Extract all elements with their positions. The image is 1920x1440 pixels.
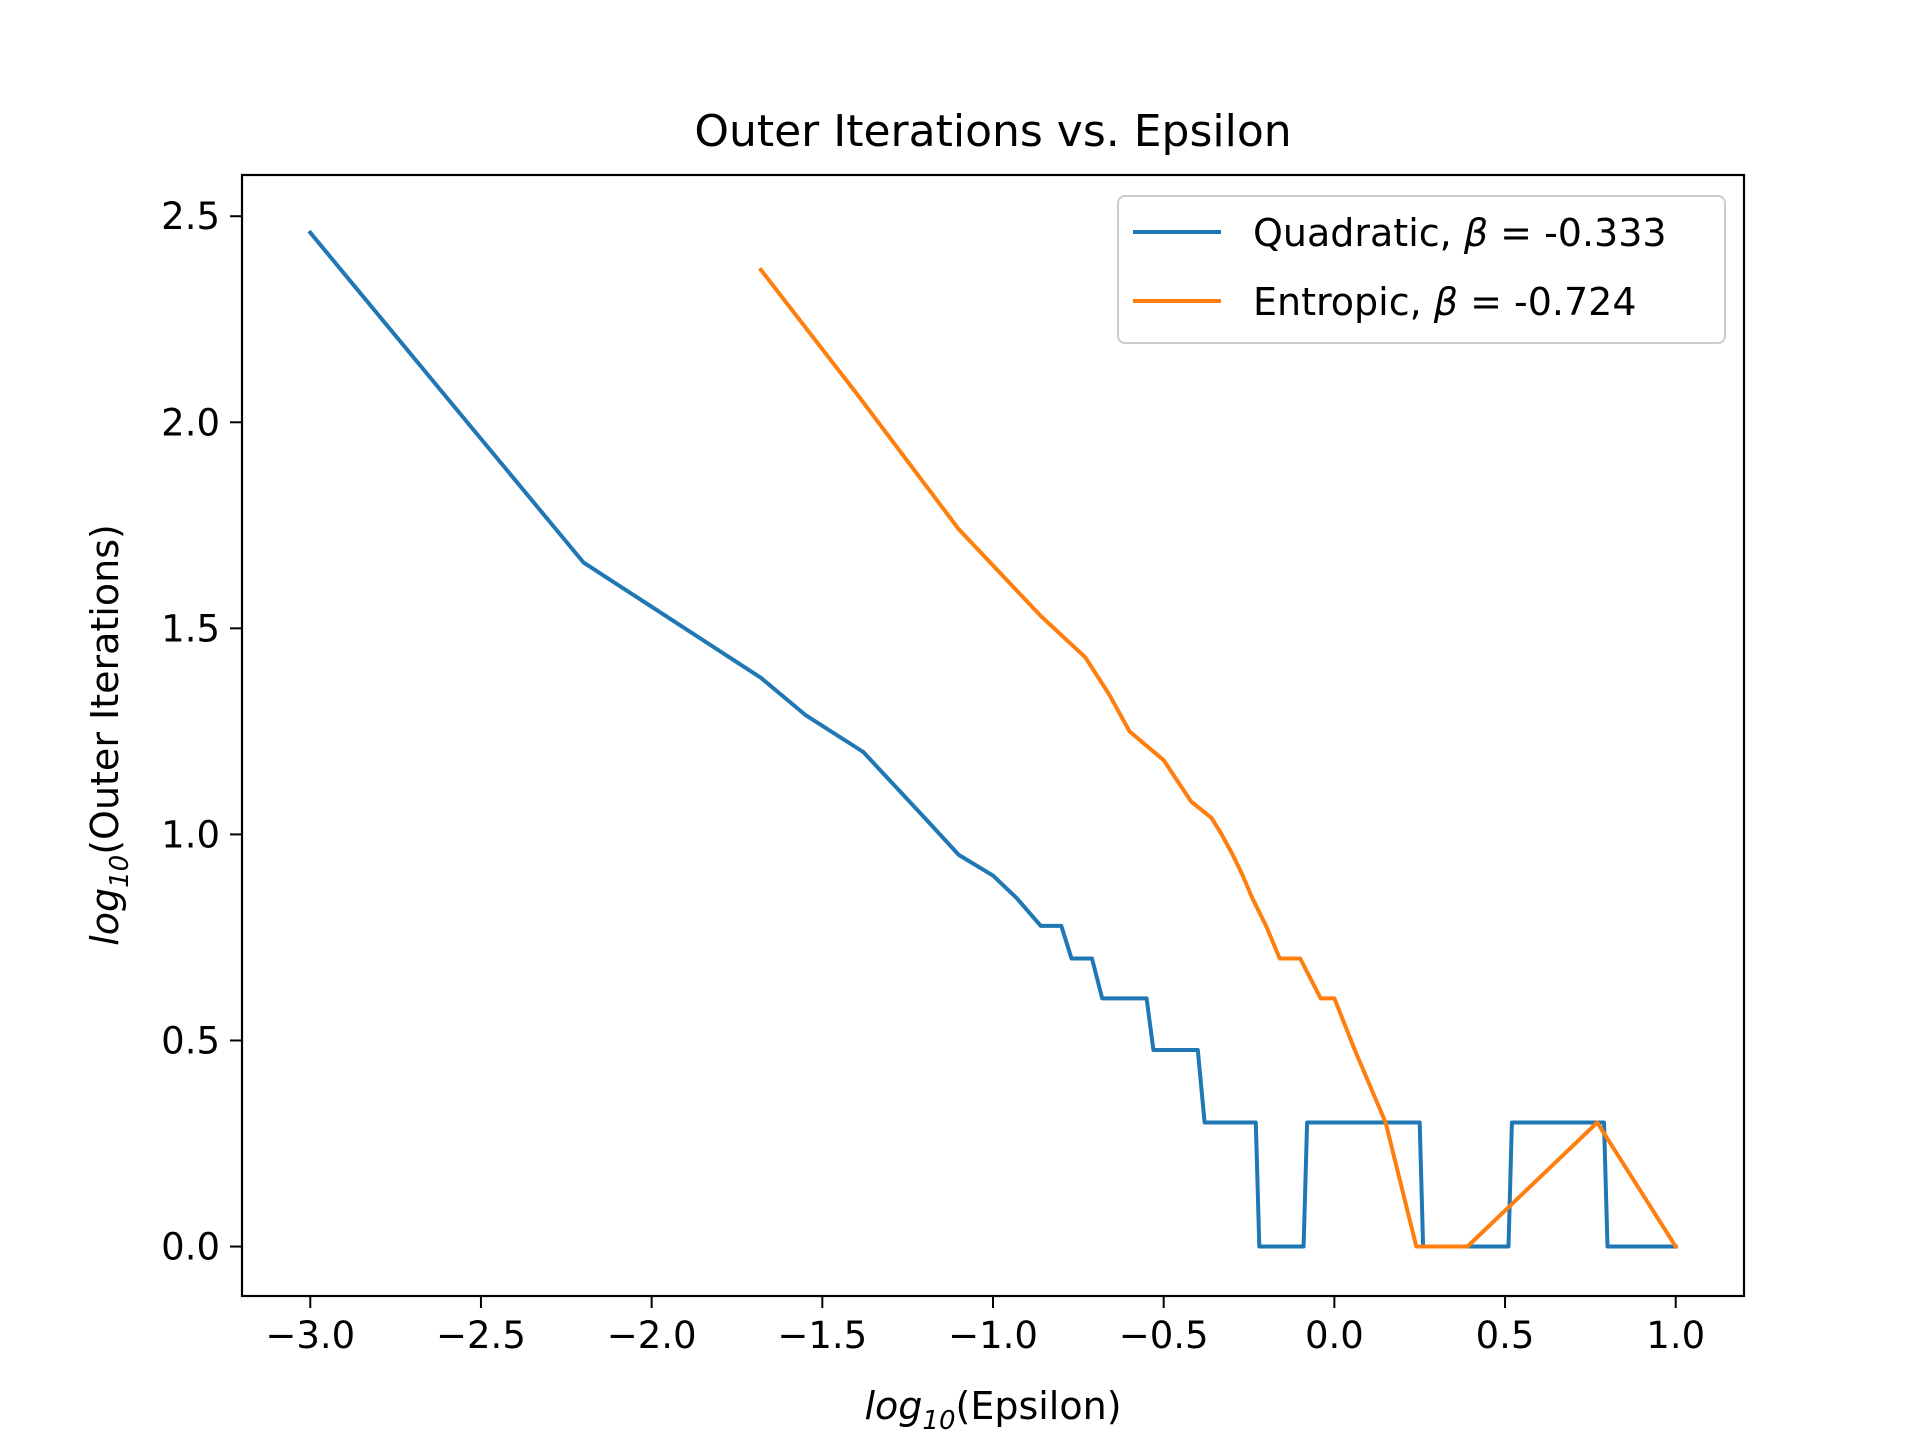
x-tick-label: 0.5 (1476, 1314, 1535, 1357)
x-axis-ticks: −3.0 −2.5 −2.0 −1.5 −1.0 −0.5 0.0 0.5 1.0 (265, 1296, 1705, 1357)
x-tick-label: −0.5 (1119, 1314, 1209, 1357)
x-tick-label: −3.0 (265, 1314, 355, 1357)
series-line-entropic (758, 266, 1679, 1250)
y-axis-label-prefix: log (83, 888, 127, 946)
x-tick-label: −1.5 (777, 1314, 867, 1357)
x-tick-label: 0.0 (1305, 1314, 1364, 1357)
legend-label-quadratic-suffix: = -0.333 (1488, 211, 1667, 255)
legend-label-quadratic-prefix: Quadratic, (1253, 211, 1464, 255)
y-axis-ticks: 0.0 0.5 1.0 1.5 2.0 2.5 (161, 195, 242, 1269)
y-tick-label: 2.0 (161, 401, 220, 444)
x-tick-label: −1.0 (948, 1314, 1038, 1357)
x-tick-label: −2.0 (607, 1314, 697, 1357)
x-axis-label-prefix: log (864, 1384, 922, 1428)
legend-label-entropic-prefix: Entropic, (1253, 280, 1434, 324)
x-axis-label-subscript: 10 (922, 1406, 955, 1436)
y-axis-label-subscript: 10 (105, 855, 135, 888)
legend-label-entropic-symbol: β (1433, 280, 1458, 324)
x-tick-label: 1.0 (1646, 1314, 1705, 1357)
y-tick-label: 1.0 (161, 813, 220, 856)
x-axis-label-suffix: (Epsilon) (956, 1384, 1122, 1428)
legend-label-quadratic: Quadratic, β = -0.333 (1253, 211, 1667, 255)
y-axis-label: log10(Outer Iterations) (83, 524, 135, 946)
y-tick-label: 0.0 (161, 1226, 220, 1269)
y-axis-label-suffix: (Outer Iterations) (83, 524, 127, 855)
legend-label-entropic: Entropic, β = -0.724 (1253, 280, 1637, 324)
y-tick-label: 2.5 (161, 195, 220, 238)
y-tick-label: 1.5 (161, 607, 220, 650)
x-tick-label: −2.5 (436, 1314, 526, 1357)
y-tick-label: 0.5 (161, 1019, 220, 1062)
legend-label-quadratic-symbol: β (1463, 211, 1488, 255)
chart-title: Outer Iterations vs. Epsilon (694, 106, 1291, 157)
legend-label-entropic-suffix: = -0.724 (1458, 280, 1637, 324)
plot-area (240, 173, 1746, 1298)
legend-frame (1117, 195, 1726, 344)
legend: Quadratic, β = -0.333 Entropic, β = -0.7… (1117, 195, 1726, 344)
series-layer (307, 229, 1679, 1250)
x-axis-label: log10(Epsilon) (864, 1384, 1121, 1436)
